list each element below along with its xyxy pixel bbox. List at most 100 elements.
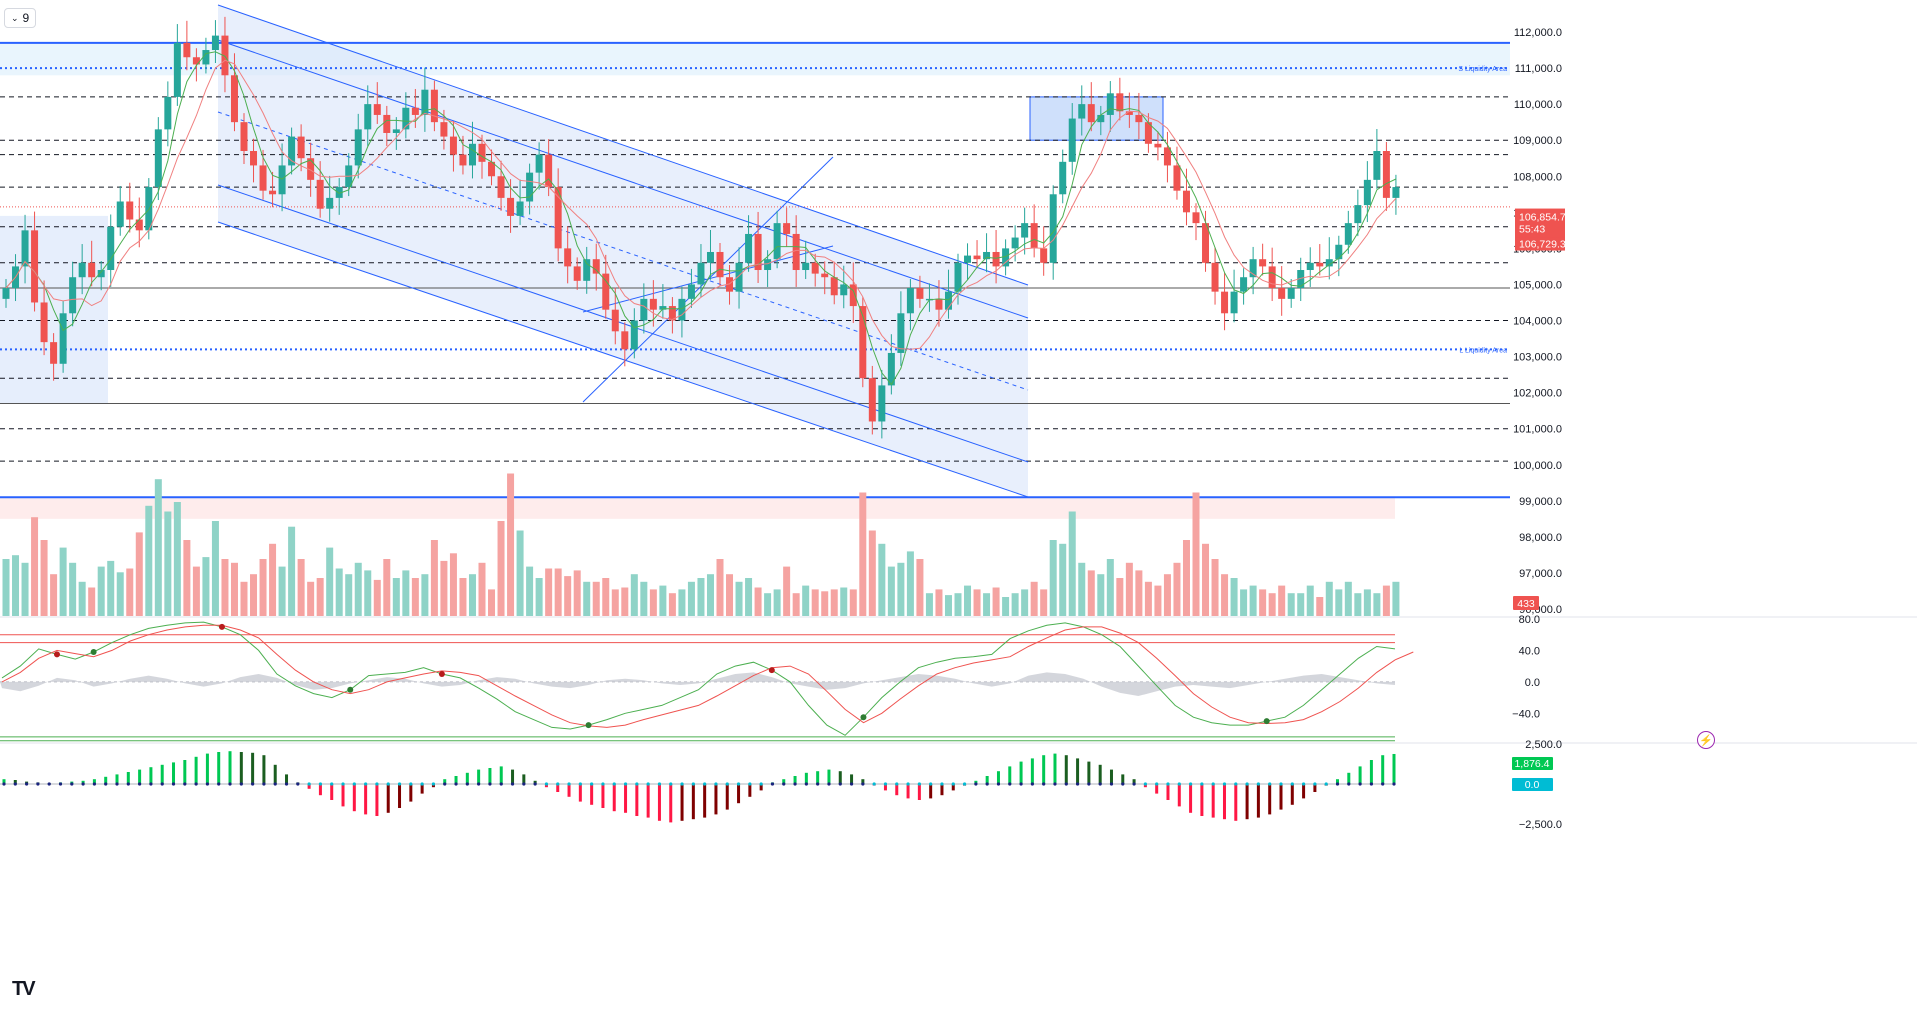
candle-body: [887, 352, 895, 386]
macd-signal-dot: [307, 782, 311, 786]
stoch-cross-dot: [585, 722, 592, 729]
macd-signal-dot: [748, 782, 752, 786]
stoch-cross-dot: [1263, 718, 1270, 725]
macd-signal-dot: [273, 782, 277, 786]
volume-bar: [1154, 585, 1162, 616]
macd-histogram-bar: [104, 776, 108, 784]
macd-histogram-bar: [940, 784, 944, 796]
macd-signal-dot: [1200, 782, 1204, 786]
macd-histogram-bar: [646, 784, 650, 818]
candle-body: [1002, 248, 1010, 267]
interval-collapse-button[interactable]: ⌄ 9: [4, 8, 37, 28]
candle-body: [78, 262, 86, 278]
volume-bar: [1306, 585, 1314, 616]
macd-signal-dot: [567, 782, 571, 786]
volume-bar: [906, 551, 914, 616]
macd-signal-dot: [793, 782, 797, 786]
candle-body: [983, 251, 991, 260]
volume-bar: [1163, 574, 1171, 616]
candle-body: [1068, 118, 1076, 162]
volume-bar: [925, 593, 933, 616]
macd-histogram-bar: [1121, 774, 1125, 784]
candle-body: [564, 248, 572, 267]
macd-histogram-bar: [1358, 766, 1362, 784]
macd-histogram-bar: [850, 774, 854, 784]
price-tick-label: 102,000.0: [1513, 388, 1562, 400]
macd-histogram-bar: [1109, 769, 1113, 784]
macd-signal-dot: [849, 782, 854, 786]
candle-body: [59, 313, 67, 364]
macd-signal-dot: [725, 782, 729, 786]
demand-zone: [0, 497, 1395, 519]
volume-bar: [1335, 589, 1343, 616]
volume-bar: [12, 555, 20, 616]
volume-bar: [1363, 589, 1371, 616]
moving-average-green: [5, 51, 1397, 386]
macd-signal-dot: [1019, 782, 1023, 786]
macd-signal-dot: [827, 782, 831, 786]
volume-bar: [1011, 593, 1019, 616]
macd-histogram-bar: [217, 752, 221, 784]
macd-signal-dot: [262, 782, 266, 786]
macd-signal-dot: [2, 782, 6, 786]
macd-signal-dot: [1166, 782, 1170, 786]
candle-body: [354, 129, 362, 166]
candle-body: [916, 288, 924, 299]
volume-bar: [1392, 581, 1400, 616]
volume-bar: [335, 568, 343, 616]
candle-body: [526, 172, 534, 202]
candle-body: [830, 277, 838, 296]
volume-bar: [183, 540, 191, 616]
candle-body: [783, 223, 791, 234]
macd-histogram-bar: [352, 784, 356, 812]
macd-signal-dot: [126, 782, 130, 786]
macd-signal-dot: [239, 782, 243, 786]
candle-body: [373, 104, 381, 115]
macd-signal-dot: [330, 782, 334, 786]
macd-histogram-bar: [330, 784, 334, 800]
candle-body: [468, 143, 476, 166]
s-liquidity-label: S Liquidity Area: [1458, 66, 1507, 73]
macd-signal-dot: [47, 782, 51, 786]
macd-histogram-bar: [601, 784, 605, 808]
macd-signal-dot: [352, 782, 356, 786]
macd-histogram-bar: [895, 784, 899, 796]
candle-body: [735, 262, 743, 292]
countdown-label: 55:43: [1519, 224, 1545, 236]
macd-histogram-bar: [1369, 760, 1373, 784]
macd-histogram-bar: [262, 755, 266, 784]
candle-body: [2, 288, 10, 299]
candle-body: [745, 233, 753, 263]
macd-histogram-bar: [13, 780, 17, 784]
volume-bar: [811, 589, 819, 616]
volume-bar: [50, 574, 58, 616]
candle-body: [935, 298, 943, 310]
macd-signal-dot: [1109, 782, 1114, 786]
candle-body: [1211, 262, 1219, 292]
candle-body: [583, 259, 591, 281]
stoch-cross-dot: [860, 714, 867, 721]
candle-body: [545, 154, 553, 188]
volume-bar: [269, 543, 277, 616]
macd-value-tag: [1512, 757, 1553, 770]
macd-signal-dot: [1324, 782, 1328, 786]
channel-line: [217, 221, 1029, 498]
stoch-tick-label: 80.0: [1519, 614, 1540, 626]
candle-body: [259, 165, 267, 191]
volume-bar: [364, 570, 372, 616]
macd-signal-dot: [861, 782, 865, 786]
candle-body: [40, 302, 48, 343]
candle-body: [31, 230, 39, 303]
macd-signal-dot: [1369, 782, 1373, 786]
macd-signal-dot: [590, 782, 594, 786]
volume-bar: [488, 589, 496, 616]
volume-tag: [1513, 596, 1539, 610]
stoch-tick-label: 0.0: [1525, 677, 1540, 689]
macd-histogram-bar: [748, 784, 752, 797]
lightning-icon[interactable]: ⚡: [1697, 731, 1715, 749]
macd-histogram-bar: [307, 784, 311, 789]
volume-bar: [97, 566, 105, 616]
macd-histogram-bar: [409, 784, 413, 802]
